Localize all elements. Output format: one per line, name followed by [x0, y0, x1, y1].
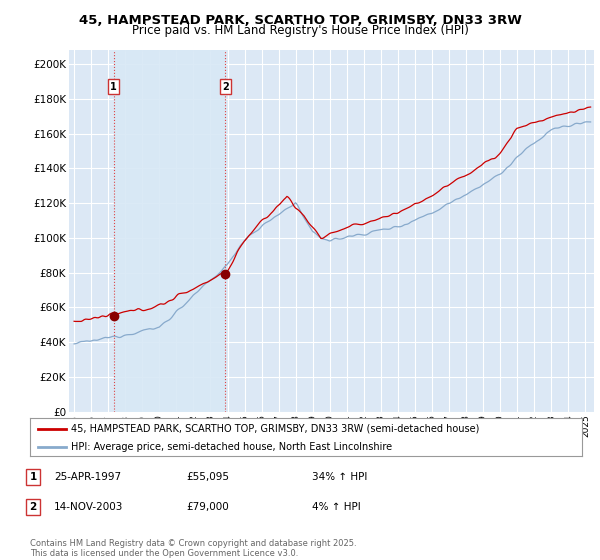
- Text: 4% ↑ HPI: 4% ↑ HPI: [312, 502, 361, 512]
- Text: 2: 2: [29, 502, 37, 512]
- Text: 1: 1: [29, 472, 37, 482]
- Text: Contains HM Land Registry data © Crown copyright and database right 2025.
This d: Contains HM Land Registry data © Crown c…: [30, 539, 356, 558]
- Text: 14-NOV-2003: 14-NOV-2003: [54, 502, 124, 512]
- Text: Price paid vs. HM Land Registry's House Price Index (HPI): Price paid vs. HM Land Registry's House …: [131, 24, 469, 37]
- Text: £79,000: £79,000: [186, 502, 229, 512]
- Text: 1: 1: [110, 82, 117, 91]
- Bar: [113, 50, 226, 412]
- Text: 34% ↑ HPI: 34% ↑ HPI: [312, 472, 367, 482]
- Text: 45, HAMPSTEAD PARK, SCARTHO TOP, GRIMSBY, DN33 3RW (semi-detached house): 45, HAMPSTEAD PARK, SCARTHO TOP, GRIMSBY…: [71, 423, 480, 433]
- Text: £55,095: £55,095: [186, 472, 229, 482]
- Text: HPI: Average price, semi-detached house, North East Lincolnshire: HPI: Average price, semi-detached house,…: [71, 442, 392, 452]
- Text: 25-APR-1997: 25-APR-1997: [54, 472, 121, 482]
- Text: 2: 2: [222, 82, 229, 91]
- Text: 45, HAMPSTEAD PARK, SCARTHO TOP, GRIMSBY, DN33 3RW: 45, HAMPSTEAD PARK, SCARTHO TOP, GRIMSBY…: [79, 14, 521, 27]
